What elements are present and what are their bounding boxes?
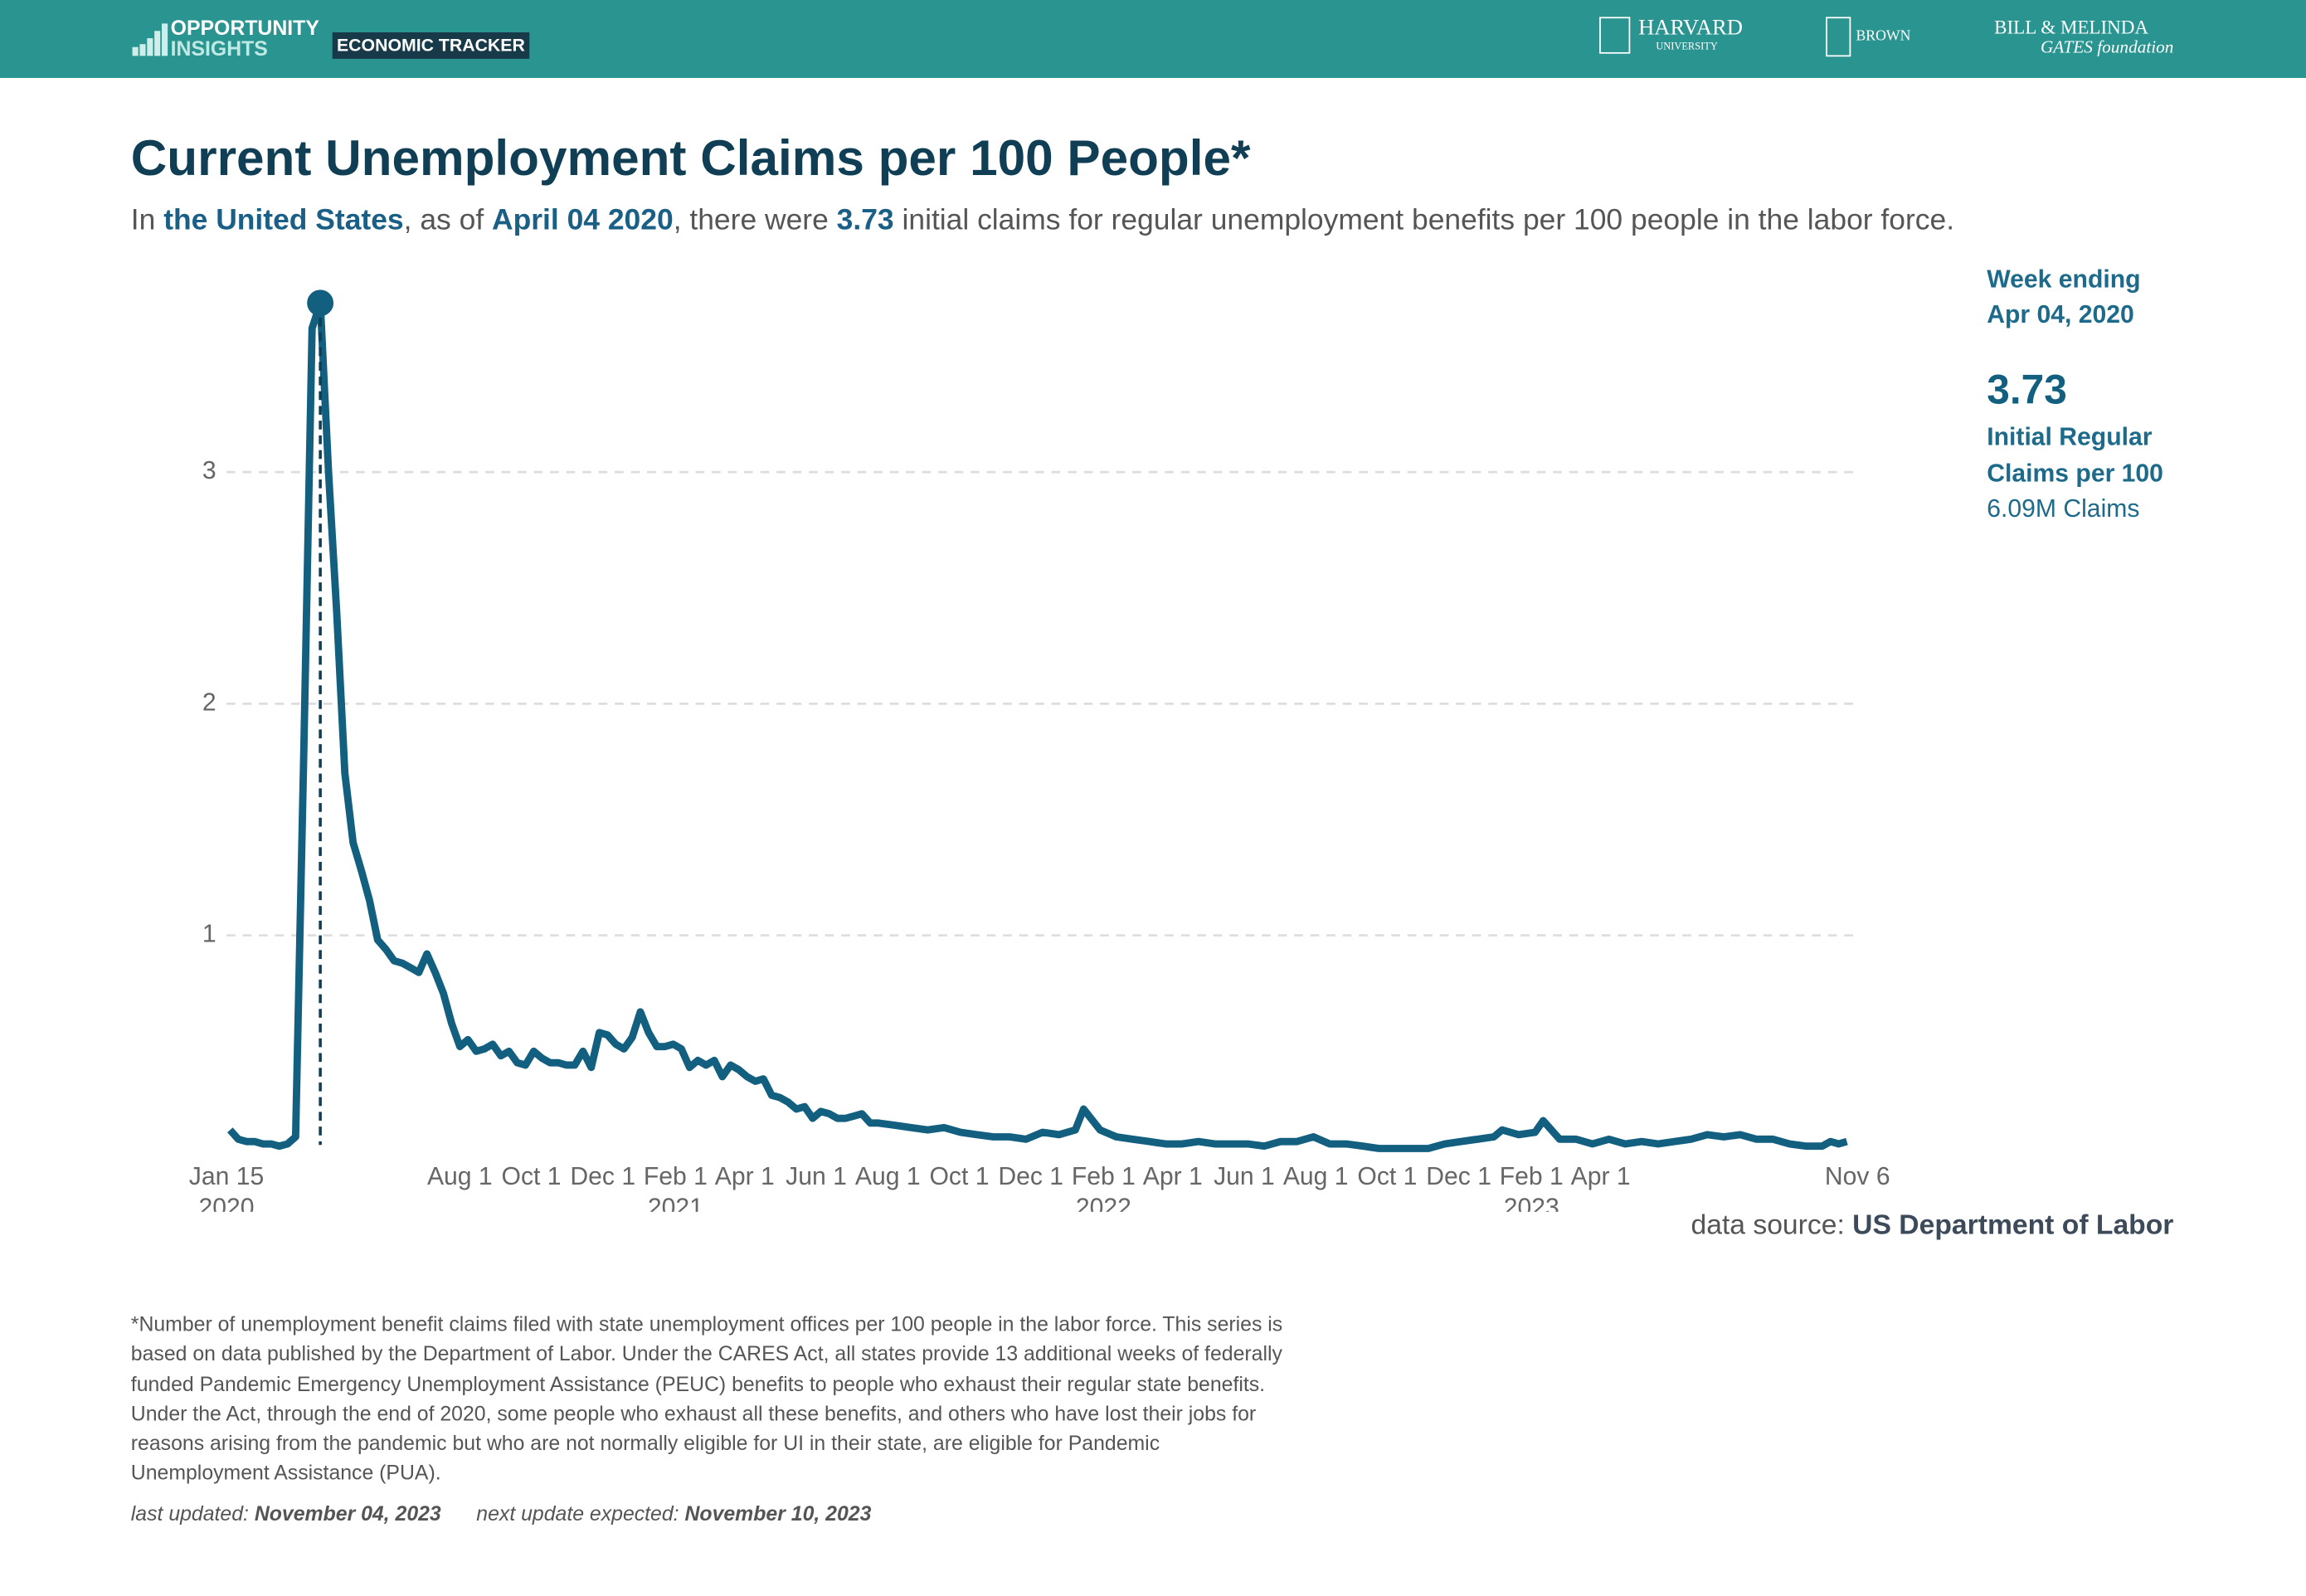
x-tick-label: Dec 1 — [998, 1163, 1063, 1190]
gates-bottom: GATES foundation — [2041, 36, 2173, 56]
y-tick-label: 3 — [202, 457, 216, 484]
x-tick-label: Jan 15 — [189, 1163, 264, 1190]
data-source: data source: US Department of Labor — [1691, 1210, 2173, 1241]
x-year-label: 2021 — [648, 1194, 703, 1221]
brown-logo: BROWN — [1856, 27, 1910, 43]
x-tick-label: Jun 1 — [1214, 1163, 1275, 1190]
tracker-label: ECONOMIC TRACKER — [337, 35, 525, 55]
x-tick-label: Dec 1 — [570, 1163, 635, 1190]
highlight-value: 3.73 — [1987, 366, 2067, 412]
subtitle-segment: April 04 2020 — [492, 203, 674, 236]
x-tick-label: Apr 1 — [715, 1163, 775, 1190]
y-tick-label: 1 — [202, 921, 216, 948]
harvard-shield — [1599, 17, 1631, 54]
plot: 1 2 3 2020 2021 2022 2023 Jan 15 Aug 1 Oct 1 Dec 1… — [189, 290, 1890, 1221]
subtitle-segment: , there were — [674, 203, 837, 236]
brand-icon — [132, 23, 168, 56]
x-year-label: 2020 — [199, 1194, 255, 1221]
footnote: *Number of unemployment benefit claims f… — [130, 1311, 1283, 1485]
x-year-label: 2023 — [1504, 1194, 1559, 1221]
x-tick-label: Aug 1 — [427, 1163, 493, 1190]
chart-title: Current Unemployment Claims per 100 Peop… — [131, 129, 1251, 186]
x-tick-label: Apr 1 — [1571, 1163, 1631, 1190]
x-tick-label: Oct 1 — [502, 1163, 562, 1190]
chart-subtitle: In the United States, as of April 04 202… — [131, 203, 1954, 236]
tracker-badge — [332, 32, 530, 59]
x-tick-label: Feb 1 — [644, 1163, 708, 1190]
highlight-measure: Claims per 100 — [1987, 460, 2163, 488]
x-tick-label: Aug 1 — [855, 1163, 921, 1190]
x-tick-label: Oct 1 — [929, 1163, 989, 1190]
gates-top: BILL & MELINDA — [1994, 17, 2148, 38]
x-year-label: 2022 — [1076, 1194, 1131, 1221]
brand-bottom: INSIGHTS — [171, 38, 268, 61]
highlight-measure: Initial Regular — [1987, 423, 2152, 450]
next-date: November 10, 2023 — [684, 1501, 872, 1525]
x-tick-label: Apr 1 — [1143, 1163, 1203, 1190]
next-label: next update expected: — [476, 1501, 685, 1525]
source-name: US Department of Labor — [1852, 1210, 2173, 1241]
subtitle-segment: 3.73 — [837, 203, 894, 236]
x-tick-label: Jun 1 — [786, 1163, 847, 1190]
x-tick-label: Nov 6 — [1825, 1163, 1890, 1190]
brown-shield — [1826, 17, 1851, 57]
last-label: last updated: — [130, 1501, 255, 1525]
subtitle-segment: initial claims for regular unemployment … — [894, 203, 1954, 236]
harvard-logo: HARVARD — [1638, 15, 1743, 40]
x-tick-label: Feb 1 — [1072, 1163, 1136, 1190]
x-tick-label: Feb 1 — [1500, 1163, 1564, 1190]
source-prefix: data source: — [1691, 1210, 1852, 1241]
subtitle-segment: the United States — [163, 203, 403, 236]
highlight-heading: Week ending — [1987, 266, 2140, 294]
brand-top: OPPORTUNITY — [171, 17, 320, 40]
year-labels: 2020 2021 2022 2023 — [199, 1194, 1559, 1221]
update-info: last updated: November 04, 2023 next upda… — [131, 1501, 907, 1525]
harvard-sub: UNIVERSITY — [1656, 41, 1717, 52]
highlight-point — [307, 290, 334, 317]
x-tick-label: Oct 1 — [1357, 1163, 1417, 1190]
x-tick-label: Dec 1 — [1426, 1163, 1491, 1190]
highlight-claims: 6.09M Claims — [1987, 495, 2139, 523]
data-line — [226, 299, 1848, 1152]
highlight-date: Apr 04, 2020 — [1987, 301, 2134, 328]
subtitle-segment: In — [131, 203, 163, 236]
last-date: November 04, 2023 — [254, 1501, 441, 1525]
y-tick-label: 2 — [202, 689, 216, 716]
subtitle-segment: , as of — [404, 203, 492, 236]
x-tick-label: Aug 1 — [1283, 1163, 1349, 1190]
